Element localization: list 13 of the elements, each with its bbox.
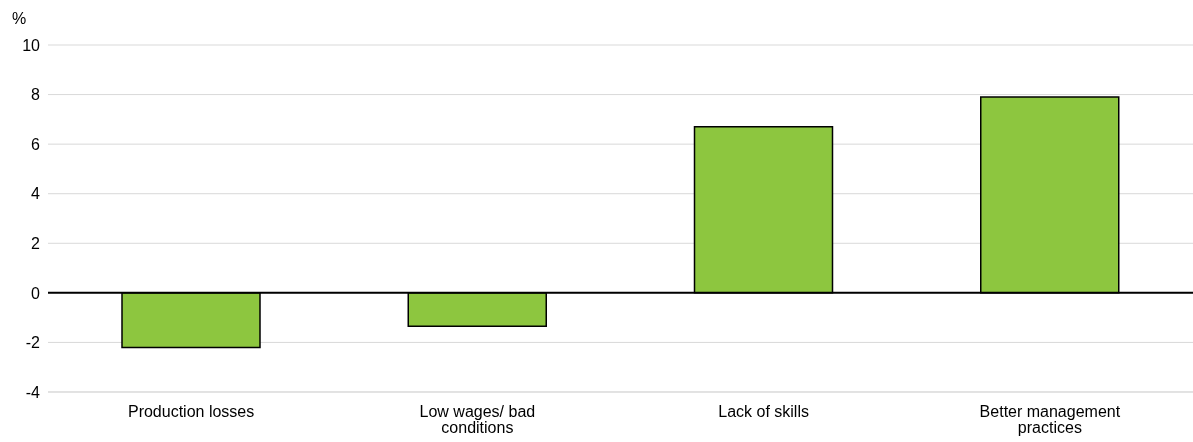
y-tick-label: -4 <box>25 383 41 401</box>
y-tick-label: 4 <box>31 185 41 203</box>
y-tick-label: 0 <box>31 284 41 302</box>
x-tick-label: Better management practices <box>979 403 1121 437</box>
y-tick-label: -2 <box>25 334 41 352</box>
y-tick-label: 2 <box>31 234 41 252</box>
x-tick-label: Low wages/ bad conditions <box>419 403 536 437</box>
y-tick-label: 10 <box>22 36 41 54</box>
y-tick-label: 6 <box>31 135 41 153</box>
x-tick-label: Production losses <box>127 403 255 421</box>
y-tick-label: 8 <box>31 86 41 104</box>
x-tick-label: Lack of skills <box>718 403 809 421</box>
y-axis-title: % <box>12 10 27 28</box>
